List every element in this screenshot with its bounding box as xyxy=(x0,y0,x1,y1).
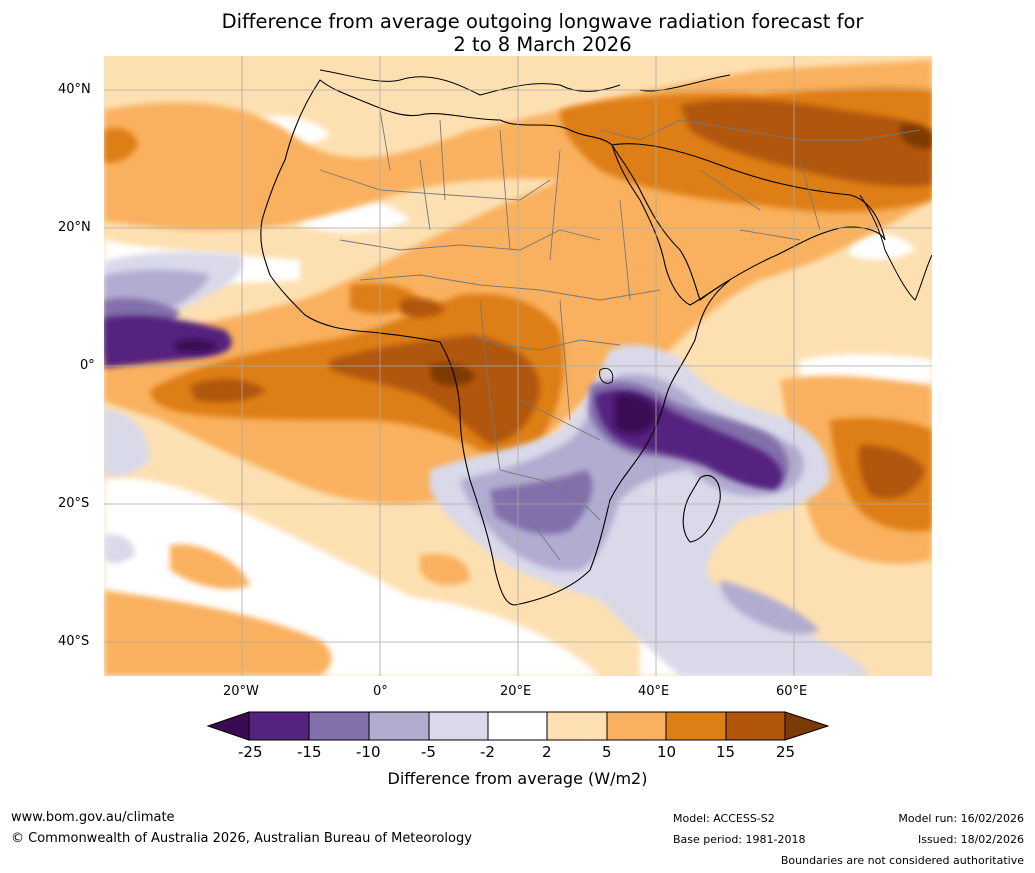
colorbar-extend-low xyxy=(206,711,250,741)
lon-label-20e: 20°E xyxy=(500,684,532,699)
colorbar-label: Difference from average (W/m2) xyxy=(387,769,648,788)
footer-website[interactable]: www.bom.gov.au/climate xyxy=(11,810,175,825)
colorbar-tick: 25 xyxy=(776,743,796,761)
india-coastline xyxy=(859,194,932,301)
map-field xyxy=(104,56,932,676)
europe-coastline xyxy=(319,69,731,96)
colorbar-swatch xyxy=(488,712,547,740)
colorbar-tick: -10 xyxy=(356,743,381,761)
footer-issued: Issued: 18/02/2026 xyxy=(917,833,1024,846)
colorbar-swatch xyxy=(249,712,309,740)
footer-model: Model: ACCESS-S2 xyxy=(673,812,775,825)
lake-victoria-outline xyxy=(599,367,614,384)
footer-disclaimer: Boundaries are not considered authoritat… xyxy=(780,854,1024,867)
graticule xyxy=(104,56,932,676)
colorbar-tick: -2 xyxy=(480,743,495,761)
lat-label-20s: 20°S xyxy=(58,496,90,511)
lon-label-40e: 40°E xyxy=(638,684,670,699)
footer-copyright: © Commonwealth of Australia 2026, Austra… xyxy=(11,831,472,846)
madagascar-coastline xyxy=(682,474,721,543)
lon-label-0: 0° xyxy=(373,684,388,699)
colorbar-tick: -25 xyxy=(238,743,263,761)
country-borders xyxy=(319,109,921,561)
lat-label-40s: 40°S xyxy=(58,634,90,649)
colorbar xyxy=(206,711,830,741)
colorbar-swatch xyxy=(607,712,666,740)
colorbar-tick: -15 xyxy=(297,743,322,761)
colorbar-swatch xyxy=(666,712,726,740)
footer-base-period: Base period: 1981-2018 xyxy=(673,833,806,846)
positive-anomaly-extreme xyxy=(430,124,932,386)
lon-label-60e: 60°E xyxy=(776,684,808,699)
arabian-peninsula-coastline xyxy=(611,143,886,301)
negative-anomaly-extreme xyxy=(175,339,658,434)
colorbar-tick: 5 xyxy=(602,743,612,761)
lat-label-20n: 20°N xyxy=(58,220,91,235)
map-title: Difference from average outgoing longwav… xyxy=(0,10,1035,56)
lon-label-20w: 20°W xyxy=(223,684,259,699)
title-line-2: 2 to 8 March 2026 xyxy=(453,33,632,56)
africa-arabia-coastline xyxy=(260,79,731,606)
colorbar-tick: 10 xyxy=(657,743,677,761)
title-line-1: Difference from average outgoing longwav… xyxy=(221,10,864,33)
footer-model-run: Model run: 16/02/2026 xyxy=(898,812,1024,825)
colorbar-tick: 15 xyxy=(716,743,736,761)
lat-label-equator: 0° xyxy=(80,358,95,373)
lat-label-40n: 40°N xyxy=(58,82,91,97)
positive-anomaly-15-25 xyxy=(190,99,932,499)
colorbar-tick: 2 xyxy=(542,743,552,761)
colorbar-extend-high xyxy=(784,711,830,741)
colorbar-swatch xyxy=(369,712,429,740)
colorbar-swatch xyxy=(429,712,488,740)
colorbar-swatch xyxy=(547,712,607,740)
colorbar-swatch xyxy=(309,712,369,740)
colorbar-tick: -5 xyxy=(421,743,436,761)
colorbar-swatch xyxy=(726,712,785,740)
